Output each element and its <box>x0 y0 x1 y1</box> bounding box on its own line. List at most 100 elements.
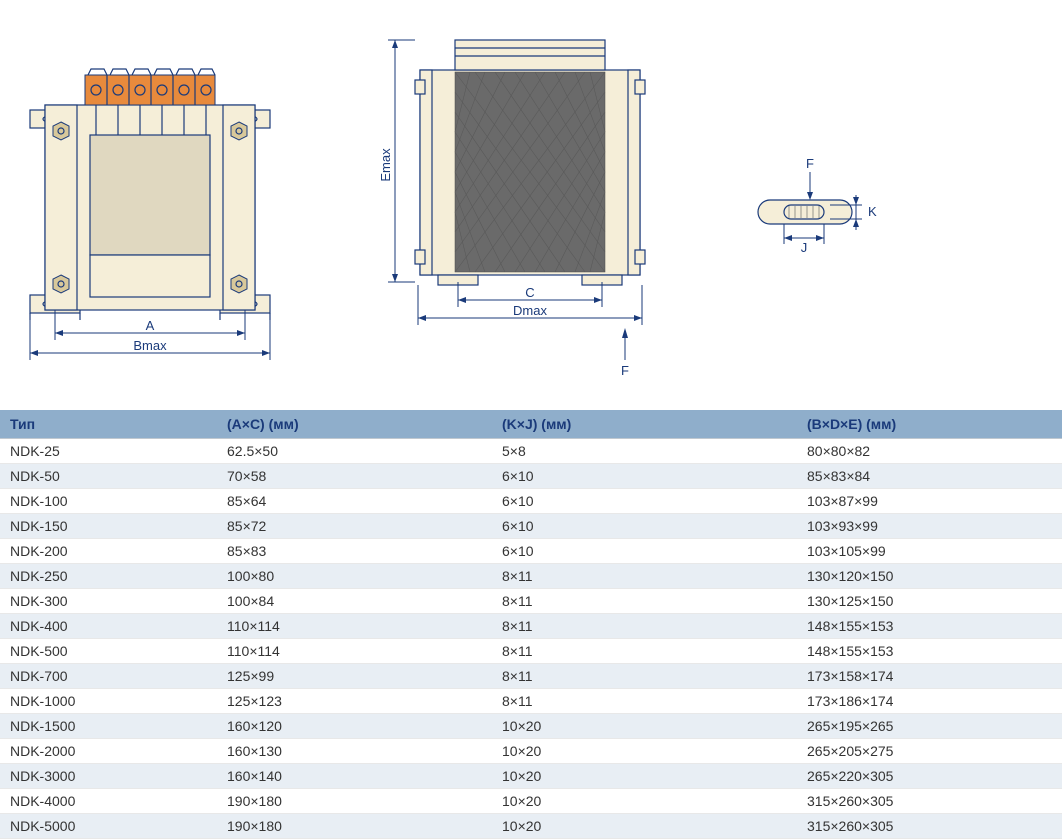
table-cell: 265×220×305 <box>797 764 1062 789</box>
dim-label-emax: Emax <box>378 148 393 182</box>
table-header-row: Тип (А×С) (мм) (K×J) (мм) (B×D×E) (мм) <box>0 410 1062 439</box>
table-cell: 125×99 <box>217 664 492 689</box>
table-cell: NDK-2000 <box>0 739 217 764</box>
bolt-icon <box>53 275 69 293</box>
table-cell: NDK-100 <box>0 489 217 514</box>
col-header-ac: (А×С) (мм) <box>217 410 492 439</box>
bolt-icon <box>231 122 247 140</box>
table-cell: 190×180 <box>217 814 492 839</box>
table-cell: 70×58 <box>217 464 492 489</box>
table-cell: 85×83 <box>217 539 492 564</box>
table-cell: 85×72 <box>217 514 492 539</box>
table-cell: 8×11 <box>492 639 797 664</box>
dim-label-dmax: Dmax <box>513 303 547 318</box>
table-cell: 85×64 <box>217 489 492 514</box>
table-row: NDK-250100×808×11130×120×150 <box>0 564 1062 589</box>
table-cell: 100×84 <box>217 589 492 614</box>
table-cell: 6×10 <box>492 489 797 514</box>
dim-label-c: C <box>525 285 534 300</box>
table-cell: 265×205×275 <box>797 739 1062 764</box>
table-cell: NDK-500 <box>0 639 217 664</box>
table-cell: 103×93×99 <box>797 514 1062 539</box>
table-cell: 130×125×150 <box>797 589 1062 614</box>
table-cell: NDK-150 <box>0 514 217 539</box>
table-cell: 173×186×174 <box>797 689 1062 714</box>
side-view-diagram: Emax <box>360 20 680 380</box>
table-cell: 10×20 <box>492 739 797 764</box>
table-cell: 190×180 <box>217 789 492 814</box>
dim-label-f: F <box>806 156 814 171</box>
table-row: NDK-1000125×1238×11173×186×174 <box>0 689 1062 714</box>
table-cell: 265×195×265 <box>797 714 1062 739</box>
table-cell: 6×10 <box>492 514 797 539</box>
table-cell: 100×80 <box>217 564 492 589</box>
table-cell: 10×20 <box>492 764 797 789</box>
table-cell: NDK-300 <box>0 589 217 614</box>
dim-label-f-bottom: F <box>621 363 629 378</box>
table-cell: 6×10 <box>492 464 797 489</box>
table-cell: 160×130 <box>217 739 492 764</box>
table-cell: NDK-250 <box>0 564 217 589</box>
table-row: NDK-15085×726×10103×93×99 <box>0 514 1062 539</box>
col-header-bde: (B×D×E) (мм) <box>797 410 1062 439</box>
table-cell: 10×20 <box>492 789 797 814</box>
table-cell: 130×120×150 <box>797 564 1062 589</box>
table-cell: 315×260×305 <box>797 789 1062 814</box>
table-cell: NDK-3000 <box>0 764 217 789</box>
table-cell: NDK-50 <box>0 464 217 489</box>
table-row: NDK-2000160×13010×20265×205×275 <box>0 739 1062 764</box>
col-header-kj: (K×J) (мм) <box>492 410 797 439</box>
table-row: NDK-500110×1148×11148×155×153 <box>0 639 1062 664</box>
diagram-row: A Bmax Emax <box>0 0 1062 410</box>
table-cell: 5×8 <box>492 439 797 464</box>
table-cell: 80×80×82 <box>797 439 1062 464</box>
bolt-icon <box>53 122 69 140</box>
table-cell: 103×105×99 <box>797 539 1062 564</box>
table-cell: 8×11 <box>492 564 797 589</box>
table-cell: NDK-25 <box>0 439 217 464</box>
table-cell: 6×10 <box>492 539 797 564</box>
table-cell: NDK-200 <box>0 539 217 564</box>
table-row: NDK-4000190×18010×20315×260×305 <box>0 789 1062 814</box>
table-cell: 62.5×50 <box>217 439 492 464</box>
table-row: NDK-5070×586×1085×83×84 <box>0 464 1062 489</box>
table-cell: 160×140 <box>217 764 492 789</box>
front-view-diagram: A Bmax <box>0 50 300 380</box>
dim-label-k: K <box>868 204 877 219</box>
table-cell: 8×11 <box>492 614 797 639</box>
table-row: NDK-5000190×18010×20315×260×305 <box>0 814 1062 839</box>
table-cell: 103×87×99 <box>797 489 1062 514</box>
table-row: NDK-10085×646×10103×87×99 <box>0 489 1062 514</box>
table-cell: 148×155×153 <box>797 639 1062 664</box>
table-cell: 10×20 <box>492 814 797 839</box>
table-row: NDK-400110×1148×11148×155×153 <box>0 614 1062 639</box>
table-cell: 315×260×305 <box>797 814 1062 839</box>
table-cell: NDK-1000 <box>0 689 217 714</box>
table-cell: 10×20 <box>492 714 797 739</box>
table-cell: NDK-5000 <box>0 814 217 839</box>
table-cell: 173×158×174 <box>797 664 1062 689</box>
dim-label-bmax: Bmax <box>133 338 167 353</box>
spec-table: Тип (А×С) (мм) (K×J) (мм) (B×D×E) (мм) N… <box>0 410 1062 839</box>
table-cell: NDK-1500 <box>0 714 217 739</box>
table-cell: 8×11 <box>492 664 797 689</box>
dim-label-j: J <box>801 240 808 255</box>
table-cell: 125×123 <box>217 689 492 714</box>
slot-detail-diagram: F J K <box>740 150 880 290</box>
table-row: NDK-20085×836×10103×105×99 <box>0 539 1062 564</box>
table-cell: 8×11 <box>492 589 797 614</box>
col-header-type: Тип <box>0 410 217 439</box>
table-cell: NDK-400 <box>0 614 217 639</box>
table-row: NDK-3000160×14010×20265×220×305 <box>0 764 1062 789</box>
table-cell: NDK-700 <box>0 664 217 689</box>
table-cell: 110×114 <box>217 614 492 639</box>
bolt-icon <box>231 275 247 293</box>
table-row: NDK-700125×998×11173×158×174 <box>0 664 1062 689</box>
table-cell: 160×120 <box>217 714 492 739</box>
table-row: NDK-300100×848×11130×125×150 <box>0 589 1062 614</box>
table-cell: 8×11 <box>492 689 797 714</box>
table-cell: 85×83×84 <box>797 464 1062 489</box>
table-cell: 110×114 <box>217 639 492 664</box>
table-row: NDK-2562.5×505×880×80×82 <box>0 439 1062 464</box>
table-cell: 148×155×153 <box>797 614 1062 639</box>
